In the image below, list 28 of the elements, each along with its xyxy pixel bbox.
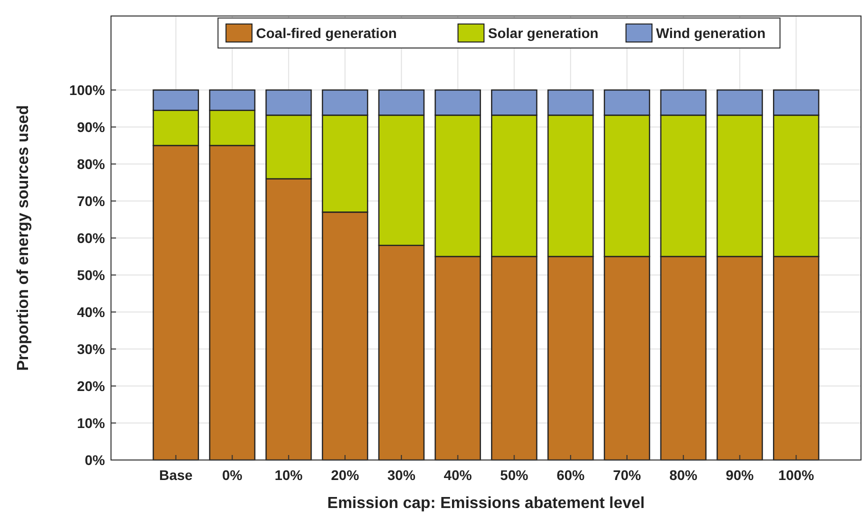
x-tick-label: 60% [556,467,586,483]
x-tick-label: 100% [778,467,815,483]
x-tick-label: 10% [274,467,304,483]
legend-label: Solar generation [488,24,598,41]
y-tick-label: 30% [76,340,106,357]
x-tick-label: 50% [500,467,529,483]
x-tick-label: 20% [331,467,360,483]
x-axis-title: Emission cap: Emissions abatement level [327,495,645,512]
y-tick-label: 50% [76,266,106,283]
legend-label: Coal-fired generation [256,24,397,41]
y-axis-title: Proportion of energy sources used [15,105,32,371]
y-tick-label: 0% [84,452,106,468]
x-tick-label: 70% [612,467,642,483]
x-tick-label: 0% [222,467,243,483]
y-tick-label: 100% [69,82,106,98]
x-tick-label: 80% [669,467,698,483]
y-tick-label: 70% [76,192,106,209]
y-tick-label: 90% [76,118,106,135]
x-tick-label: Base [159,467,193,483]
x-tick-label: 40% [444,467,472,483]
y-tick-label: 60% [76,230,106,246]
x-tick-label: 30% [387,467,416,483]
y-tick-label: 20% [76,378,106,394]
y-tick-label: 80% [76,156,106,172]
y-tick-label: 10% [76,414,106,431]
x-tick-label: 90% [726,467,754,483]
legend-label: Wind generation [656,24,766,41]
y-tick-label: 40% [76,304,106,320]
